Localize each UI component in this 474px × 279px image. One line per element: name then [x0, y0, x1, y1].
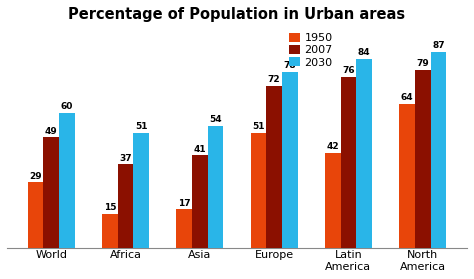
Bar [266, 86, 282, 248]
Text: 41: 41 [193, 145, 206, 154]
Bar [251, 133, 266, 248]
Bar [356, 59, 372, 248]
Bar [325, 153, 341, 248]
Text: 49: 49 [45, 127, 58, 136]
Text: 64: 64 [401, 93, 413, 102]
Text: 51: 51 [135, 122, 147, 131]
Title: Percentage of Population in Urban areas: Percentage of Population in Urban areas [68, 7, 406, 22]
Bar [176, 210, 192, 248]
Text: 42: 42 [327, 142, 339, 151]
Text: 37: 37 [119, 154, 132, 163]
Bar [415, 70, 430, 248]
Bar [133, 133, 149, 248]
Bar [208, 126, 223, 248]
Text: 60: 60 [61, 102, 73, 111]
Bar [44, 138, 59, 248]
Legend: 1950, 2007, 2030: 1950, 2007, 2030 [289, 33, 333, 68]
Bar [282, 72, 298, 248]
Text: 78: 78 [283, 61, 296, 71]
Text: 87: 87 [432, 41, 445, 50]
Bar [430, 52, 446, 248]
Bar [192, 155, 208, 248]
Bar [59, 113, 75, 248]
Bar [102, 214, 118, 248]
Bar [399, 104, 415, 248]
Text: 76: 76 [342, 66, 355, 75]
Text: 15: 15 [104, 203, 116, 212]
Text: 29: 29 [29, 172, 42, 181]
Bar [28, 182, 44, 248]
Text: 54: 54 [209, 116, 222, 124]
Text: 84: 84 [358, 48, 370, 57]
Bar [118, 164, 133, 248]
Text: 51: 51 [252, 122, 265, 131]
Text: 17: 17 [178, 199, 191, 208]
Text: 72: 72 [268, 75, 281, 84]
Bar [341, 77, 356, 248]
Text: 79: 79 [416, 59, 429, 68]
